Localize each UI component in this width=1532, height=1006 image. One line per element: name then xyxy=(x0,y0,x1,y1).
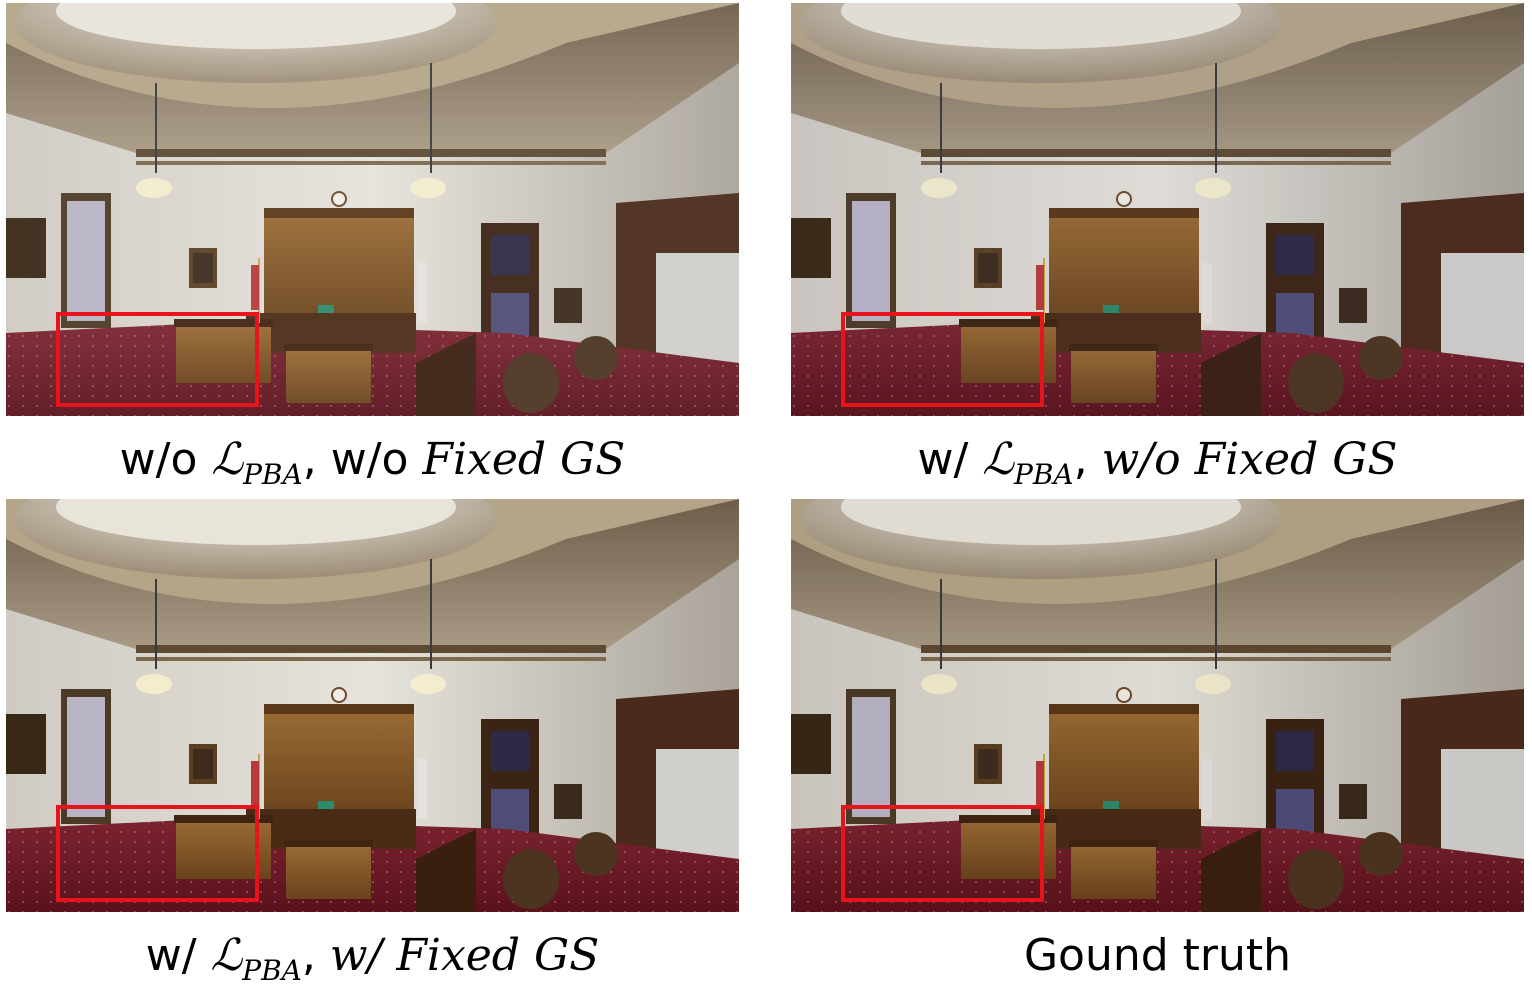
highlight-box xyxy=(56,805,259,902)
reconstruction-image-no-pba-no-fixed-gs xyxy=(6,3,739,416)
caption-pba-fixed-gs: w/ ℒPBA, w/ Fixed GS xyxy=(145,930,600,987)
highlight-box xyxy=(841,312,1044,407)
ground-truth-image xyxy=(791,499,1524,912)
caption-no-pba-no-fixed-gs: w/o ℒPBA, w/o Fixed GS xyxy=(119,434,626,491)
caption-ground-truth: Gound truth xyxy=(1023,930,1292,981)
highlight-box xyxy=(841,805,1044,902)
caption-pba-no-fixed-gs: w/ ℒPBA, w/o Fixed GS xyxy=(917,434,1398,491)
reconstruction-image-pba-no-fixed-gs xyxy=(791,3,1524,416)
reconstruction-image-pba-fixed-gs xyxy=(6,499,739,912)
highlight-box xyxy=(56,312,259,407)
